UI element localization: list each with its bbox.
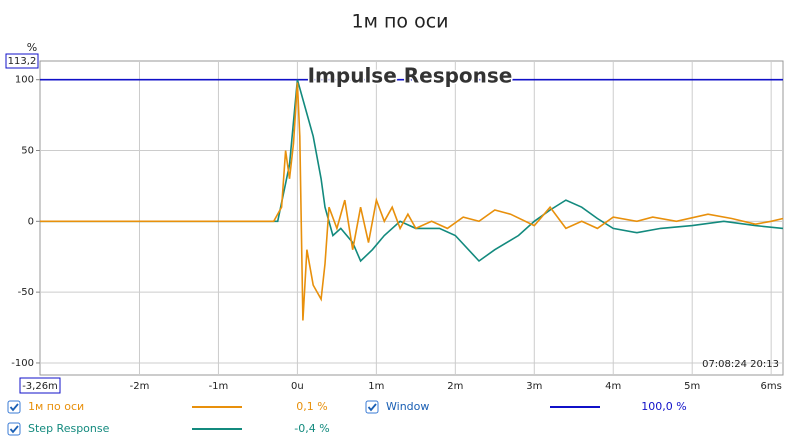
y-unit: % [27,41,37,54]
x-tick-label: -2m [130,381,150,392]
y-limit-box [5,53,39,69]
legend-check [367,403,377,412]
legend-readout: -0,4 % [294,422,329,435]
y-tick-label: 113,2 [8,56,37,67]
legend-checkbox[interactable] [365,400,379,414]
legend-label: Step Response [28,422,110,435]
overlay-title: Impulse Response [308,64,513,88]
y-tick-label: -50 [18,287,34,298]
x-tick-label: 4m [605,381,621,392]
x-tick-label: -1m [209,381,229,392]
legend-label: 1м по оси [28,400,84,413]
legend-readout: 100,0 % [641,400,686,413]
y-tick-label: 100 [15,75,34,86]
x-tick-label: 2m [447,381,463,392]
series-line [40,79,784,263]
legend-checkbox[interactable] [7,422,21,436]
x-tick-label: 0u [291,381,304,392]
legend-check [9,403,19,412]
plot-frame [39,60,784,376]
x-tick-label: 1m [368,381,384,392]
x-limit-box [19,377,61,394]
legend-checkbox[interactable] [7,400,21,414]
legend-readout: 0,1 % [296,400,327,413]
timestamp: 07:08:24 20:13 [702,359,779,370]
x-tick-label: 6ms [760,381,781,392]
legend-check [9,425,19,434]
y-tick-label: 50 [21,146,34,157]
legend-label: Window [386,400,429,413]
x-tick-label: 3m [526,381,542,392]
x-tick-label: -3,26m [22,381,58,392]
chart-title: 1м по оси [352,11,449,33]
y-tick-label: -100 [11,358,34,369]
x-tick-label: 5m [684,381,700,392]
y-tick-label: 0 [28,216,34,227]
series-line [40,82,784,321]
